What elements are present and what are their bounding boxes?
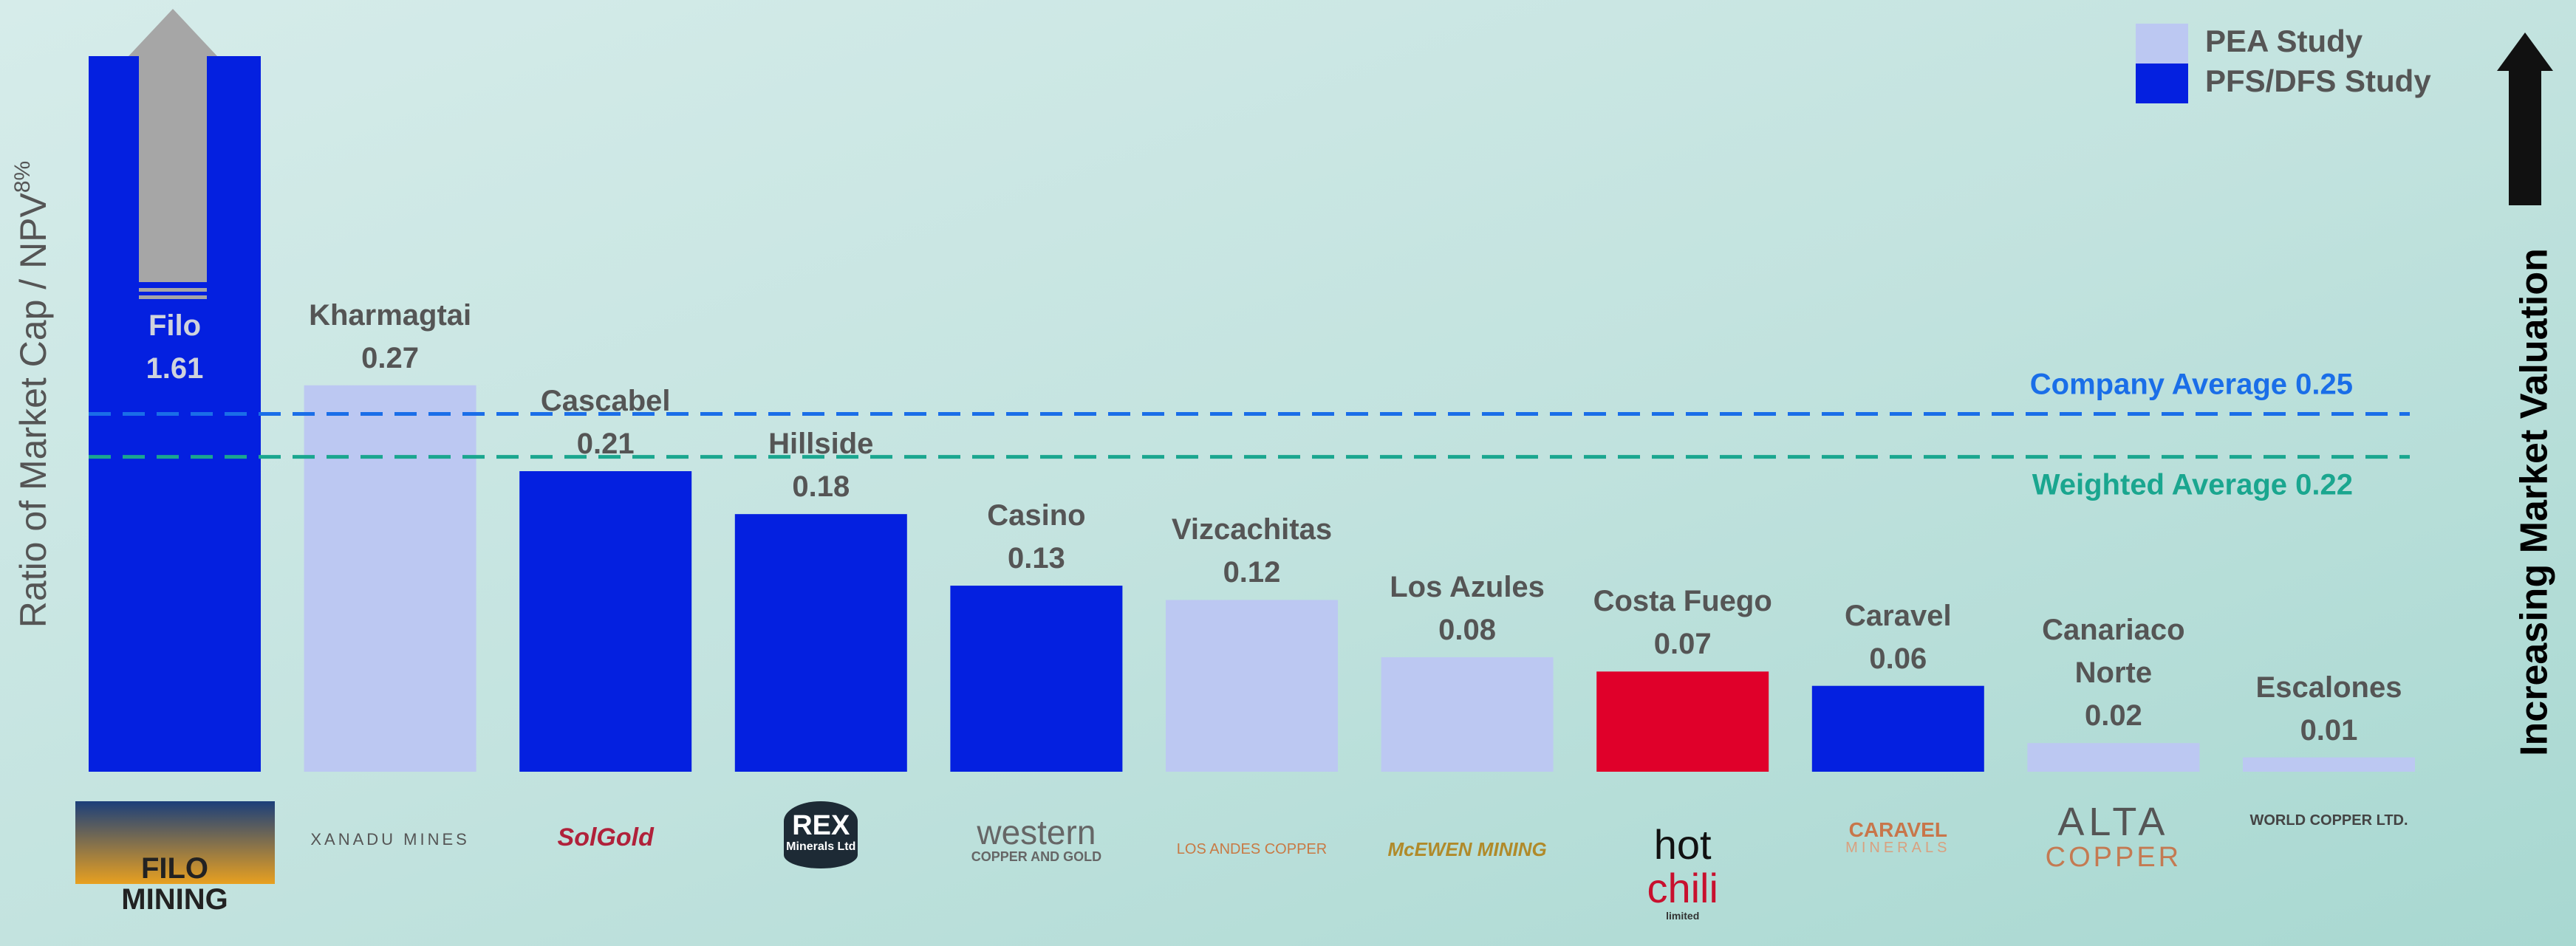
y-axis-label: Ratio of Market Cap / NPV8%: [10, 161, 54, 628]
valuation-arrow: [2497, 32, 2553, 205]
category-label: Vizcachitas: [1171, 513, 1333, 546]
company-logo: ALTA COPPER: [2014, 801, 2213, 873]
value-label: 0.08: [1438, 613, 1497, 646]
bar: [2027, 743, 2200, 772]
company-logo: CARAVEL MINERALS: [1798, 801, 1998, 856]
company-logo: McEWEN MINING: [1367, 801, 1567, 860]
company-logo: XANADU MINES: [290, 801, 490, 848]
bar-label: Casino 0.13: [933, 494, 1140, 580]
bar: [734, 514, 907, 772]
reference-label-value: 0.25: [2295, 368, 2353, 400]
bar: [304, 385, 476, 772]
bar-label: Canariaco Norte 0.02: [2010, 609, 2217, 737]
value-label: 0.12: [1223, 556, 1281, 589]
value-label: 0.01: [2300, 713, 2358, 747]
logo-text: MINING: [121, 883, 228, 916]
overflow-arrow: [129, 9, 217, 282]
company-logo: SolGold: [506, 801, 706, 851]
bar: [2243, 757, 2415, 772]
bar-label: Costa Fuego 0.07: [1579, 580, 1786, 665]
logo-text: COPPER AND GOLD: [971, 849, 1102, 865]
bar-label: Escalones 0.01: [2226, 666, 2433, 752]
company-logo: FILO MINING: [75, 801, 275, 915]
company-logo: REX Minerals Ltd: [721, 801, 920, 868]
logo-text: hot: [1653, 821, 1712, 868]
reference-label: Weighted Average 0.22: [2032, 468, 2353, 501]
logo-text: chili: [1647, 864, 1718, 911]
logo-text: ALTA: [2057, 800, 2170, 844]
value-label: 0.02: [2084, 699, 2142, 733]
plot-area: [89, 56, 2415, 772]
category-label: Costa Fuego: [1593, 585, 1772, 618]
category-label: Canariaco Norte: [2042, 614, 2185, 690]
value-label: 0.07: [1653, 628, 1712, 661]
logo-text: western: [977, 813, 1096, 851]
bar-label: Los Azules 0.08: [1364, 566, 1571, 651]
value-label: 1.61: [146, 352, 204, 385]
category-label: Hillside: [768, 428, 874, 461]
category-label: Escalones: [2255, 671, 2402, 704]
bar-label: Caravel 0.06: [1794, 594, 2001, 680]
bar-label: Hillside 0.18: [717, 422, 924, 508]
logo-text: LOS ANDES COPPER: [1176, 841, 1328, 857]
category-label: Casino: [987, 499, 1086, 532]
bar: [950, 586, 1123, 772]
logo-text: REX: [784, 801, 858, 841]
bar-label: Cascabel 0.21: [502, 380, 709, 465]
value-label: 0.21: [576, 428, 635, 461]
category-label: Caravel: [1845, 599, 1952, 632]
logo-text: limited: [1666, 909, 1700, 922]
logo-text: SolGold: [557, 823, 654, 851]
logo-text: FILO: [75, 801, 275, 884]
overflow-arrow-line: [139, 288, 207, 292]
right-label: Increasing Market Valuation: [2513, 248, 2556, 756]
category-label: Los Azules: [1390, 570, 1545, 603]
bar-label: Vizcachitas 0.12: [1149, 508, 1356, 594]
logo-text: CARAVEL: [1848, 818, 1947, 841]
value-label: 0.06: [1869, 642, 1927, 675]
company-logo: WORLD COPPER LTD.: [2230, 801, 2429, 829]
logo-text: MINERALS: [1845, 840, 1951, 857]
reference-label-text: Company Average: [2030, 368, 2287, 400]
value-label: 0.18: [792, 470, 850, 504]
logo-text: McEWEN MINING: [1387, 838, 1547, 860]
legend-label: PEA Study: [2205, 24, 2363, 58]
legend-swatch: [2136, 64, 2188, 103]
bar: [1381, 657, 1554, 772]
bar: [519, 471, 692, 772]
bar: [1811, 685, 1984, 772]
company-logo: LOS ANDES COPPER: [1152, 801, 1352, 857]
legend-swatch: [2136, 24, 2188, 64]
reference-label-value: 0.22: [2295, 468, 2353, 501]
category-label: Cascabel: [540, 385, 671, 418]
category-label: Filo: [148, 309, 202, 342]
category-label: Kharmagtai: [309, 298, 472, 332]
logo-text: Minerals Ltd: [784, 840, 858, 868]
bar-label: Filo 1.61: [72, 304, 279, 390]
bar: [1596, 671, 1769, 772]
logo-text: XANADU MINES: [310, 830, 470, 849]
overflow-arrow-line: [139, 295, 207, 299]
logo-text: COPPER: [2045, 841, 2182, 873]
company-logo: hot chili limited: [1583, 801, 1783, 921]
legend-label: PFS/DFS Study: [2205, 64, 2431, 98]
bar-label: Kharmagtai 0.27: [287, 294, 493, 380]
bar: [1166, 600, 1338, 772]
reference-label: Company Average 0.25: [2030, 368, 2353, 400]
value-label: 0.13: [1007, 542, 1065, 575]
reference-label-text: Weighted Average: [2032, 468, 2287, 501]
value-label: 0.27: [361, 341, 420, 374]
logo-text: WORLD COPPER LTD.: [2249, 812, 2408, 829]
company-logo: western COPPER AND GOLD: [937, 801, 1136, 864]
